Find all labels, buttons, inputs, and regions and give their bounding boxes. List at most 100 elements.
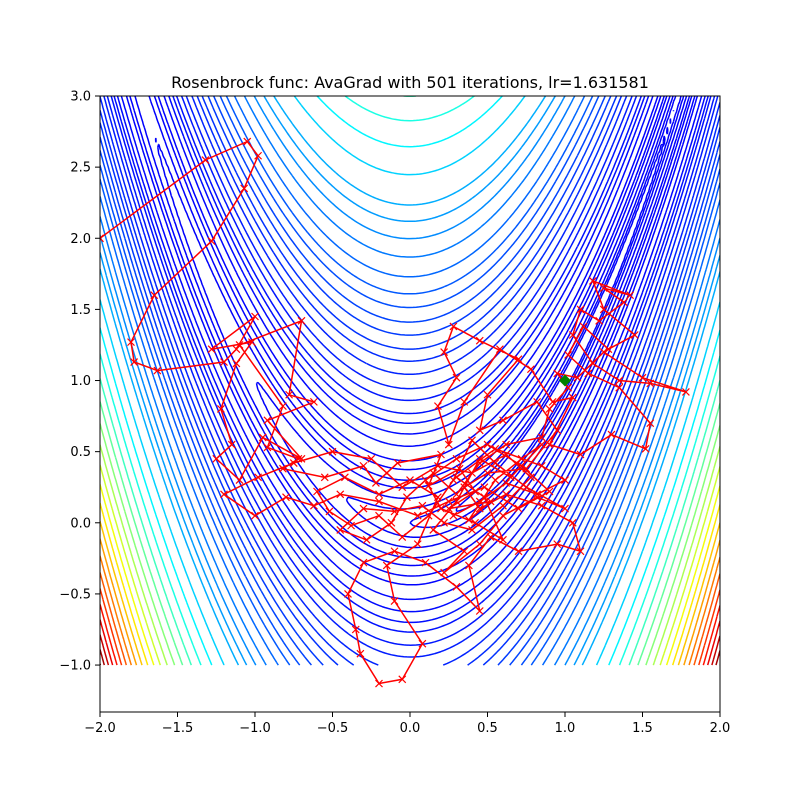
contour-level	[129, 96, 696, 577]
trajectory-point	[599, 305, 608, 314]
trajectory-point	[514, 355, 523, 364]
trajectory-point	[499, 416, 507, 425]
trajectory-point	[402, 493, 411, 502]
trajectory-point	[201, 156, 210, 164]
y-tick-label: 1.0	[70, 374, 91, 389]
trajectory-point	[599, 348, 608, 356]
trajectory-point	[452, 454, 461, 463]
trajectory-point	[475, 426, 484, 435]
trajectory-point	[440, 568, 449, 577]
trajectory-point	[460, 397, 469, 406]
x-tick-label: 1.5	[632, 721, 653, 736]
trajectory-point	[375, 497, 383, 506]
trajectory-point	[433, 493, 442, 502]
x-axis-ticks: −2.0 −1.5 −1.0 −0.5 0.0 0.5 1.0 1.5 2.0	[84, 712, 730, 736]
trajectory-point	[247, 338, 256, 347]
contour-level	[100, 96, 720, 666]
contour-level	[125, 96, 699, 586]
trajectory-point	[440, 518, 449, 527]
contour-level	[100, 96, 720, 666]
x-tick-label: −0.5	[317, 721, 349, 736]
trajectory-point	[297, 454, 306, 463]
trajectory-point	[371, 479, 380, 487]
trajectory-point	[390, 547, 399, 556]
trajectory-point	[313, 487, 321, 496]
trajectory-point	[491, 476, 500, 485]
trajectory-point	[127, 338, 135, 347]
trajectory-point	[468, 436, 476, 445]
contour-level	[134, 96, 693, 567]
trajectory-point	[526, 473, 535, 482]
trajectory-point	[483, 469, 492, 477]
contour-level	[100, 521, 720, 666]
trajectory-point	[421, 476, 430, 485]
trajectory-point	[561, 504, 569, 513]
trajectory-point	[630, 331, 639, 339]
contour-level	[100, 96, 720, 666]
trajectory-point	[533, 397, 542, 406]
trajectory-point	[548, 397, 557, 406]
x-tick-label: 2.0	[710, 721, 731, 736]
trajectory-point	[289, 459, 298, 467]
trajectory-point	[375, 679, 383, 688]
trajectory-line	[100, 140, 687, 685]
contour-level	[100, 96, 720, 666]
trajectory-point	[356, 649, 365, 658]
contour-level	[100, 538, 720, 666]
trajectory-point	[254, 473, 263, 482]
x-tick-label: −1.5	[162, 721, 194, 736]
contour-level	[100, 464, 720, 666]
trajectory-point	[452, 473, 461, 482]
trajectory-point	[375, 490, 383, 499]
trajectory-point	[216, 405, 225, 413]
contour-level	[100, 96, 720, 666]
trajectory-point	[588, 359, 597, 368]
trajectory-point	[398, 483, 407, 492]
trajectory-point	[437, 450, 445, 459]
trajectory-point	[517, 454, 526, 463]
trajectory-point	[340, 473, 349, 482]
minimum-marker	[559, 374, 571, 387]
trajectory-point	[486, 497, 495, 506]
trajectory-point	[398, 675, 407, 684]
trajectory-point	[382, 561, 391, 570]
trajectory-point	[336, 525, 345, 534]
trajectory-point	[232, 359, 241, 368]
contour-level	[113, 96, 709, 624]
trajectory-point	[359, 504, 368, 513]
contour-level	[106, 96, 716, 646]
y-tick-label: −0.5	[59, 587, 91, 602]
trajectory-point	[220, 490, 228, 499]
x-tick-label: 0.0	[400, 721, 421, 736]
trajectory-point	[553, 426, 562, 435]
contour-level	[100, 444, 720, 666]
trajectory-point	[514, 547, 523, 556]
trajectory-point	[568, 393, 577, 402]
y-tick-label: 1.5	[70, 303, 91, 318]
trajectory-point	[595, 316, 604, 325]
trajectory-point	[561, 476, 569, 485]
trajectory-point	[449, 511, 458, 520]
trajectory-point	[533, 493, 542, 502]
y-tick-label: −1.0	[59, 659, 91, 674]
trajectory-point	[393, 459, 402, 467]
trajectory-point	[486, 533, 495, 541]
trajectory-point	[626, 291, 635, 300]
trajectory-point	[564, 350, 573, 359]
trajectory-point	[615, 376, 624, 385]
contour-level	[100, 423, 720, 666]
trajectory-point	[480, 483, 489, 492]
trajectory-point	[483, 390, 492, 399]
contour-level	[154, 96, 691, 559]
trajectory-point	[553, 369, 562, 378]
trajectory-point	[309, 397, 318, 406]
contour-level	[100, 604, 720, 666]
trajectory-point	[471, 487, 480, 496]
trajectory-point	[452, 582, 461, 591]
chart-title: Rosenbrock func: AvaGrad with 501 iterat…	[171, 73, 649, 92]
trajectory-point	[522, 464, 531, 473]
trajectory-point	[251, 312, 259, 321]
contour-level	[100, 619, 720, 666]
trajectory-point	[309, 501, 318, 510]
trajectory-point	[328, 447, 337, 456]
